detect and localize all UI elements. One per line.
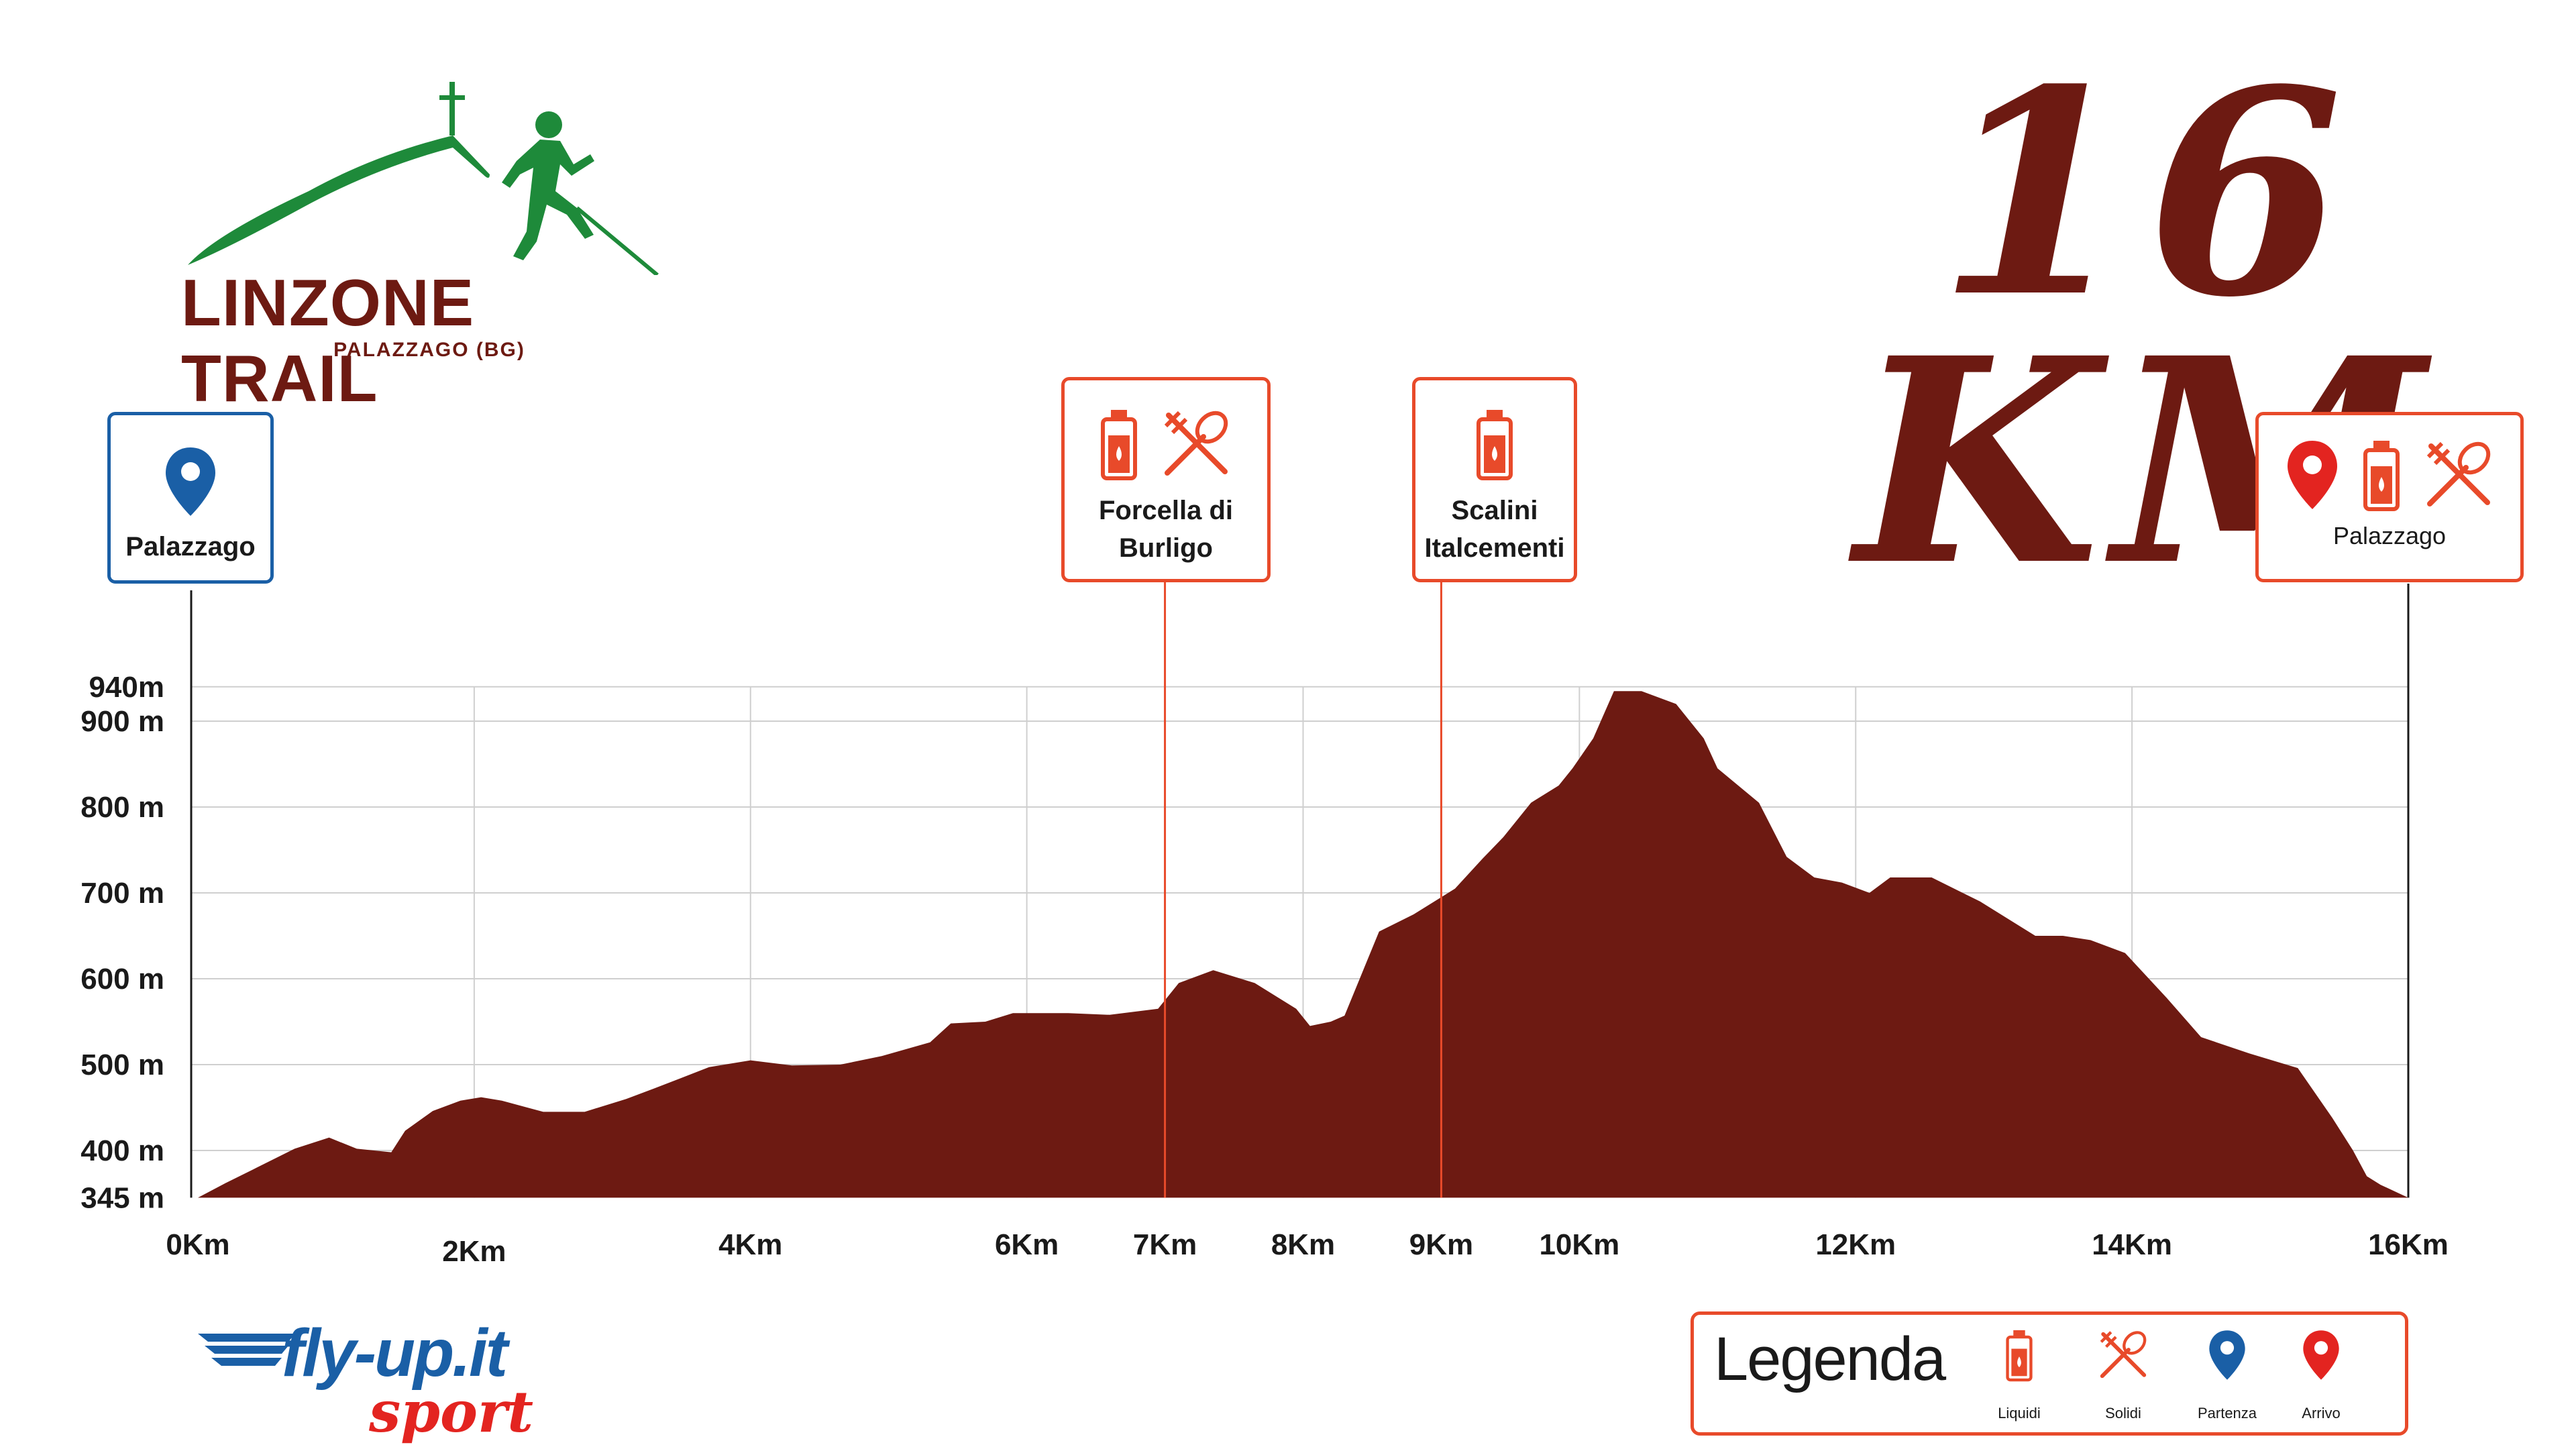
liquids-icon	[2006, 1330, 2033, 1382]
y-tick-label: 900 m	[80, 705, 164, 738]
x-tick-label: 10Km	[1539, 1228, 1619, 1261]
legend-label-liquids: Liquidi	[1998, 1405, 2041, 1421]
y-tick-label: 345 m	[80, 1181, 164, 1214]
x-tick-label: 8Km	[1271, 1228, 1335, 1261]
start-pin-icon	[166, 447, 215, 516]
legend-item-start: Partenza	[2184, 1328, 2271, 1432]
x-tick-label: 14Km	[2092, 1228, 2172, 1261]
y-tick-label: 400 m	[80, 1134, 164, 1167]
legend-label-finish: Arrivo	[2302, 1405, 2341, 1421]
solids-icon	[1164, 411, 1228, 476]
start-pin-icon	[2209, 1330, 2245, 1380]
scalini-marker-box: Scalini Italcementi	[1412, 377, 1577, 582]
scalini-marker-label-2: Italcementi	[1424, 533, 1565, 563]
event-logo: LINZONE TRAIL PALAZZAGO (BG)	[174, 74, 684, 415]
forcella-marker-label-1: Forcella di	[1098, 496, 1234, 525]
y-tick-label: 500 m	[80, 1049, 164, 1081]
elevation-area	[198, 691, 2408, 1198]
legend-item-liquids: Liquidi	[1976, 1328, 2063, 1432]
x-tick-label: 9Km	[1409, 1228, 1473, 1261]
logo-title: LINZONE TRAIL	[181, 266, 475, 415]
forcella-marker-label-2: Burligo	[1119, 533, 1213, 563]
y-tick-label: 600 m	[80, 963, 164, 996]
solids-icon	[2100, 1331, 2147, 1379]
legend: Legenda Liquidi Solidi Partenza	[1690, 1311, 2408, 1436]
sponsor-tagline: sport	[369, 1379, 534, 1445]
wing-icon	[198, 1334, 295, 1366]
finish-pin-icon	[2288, 441, 2337, 509]
x-tick-label: 2Km	[442, 1235, 506, 1268]
x-tick-label: 16Km	[2368, 1228, 2449, 1261]
sponsor-name: fly-up.it	[282, 1316, 508, 1391]
start-marker-box: Palazzago	[107, 412, 274, 584]
finish-marker-label: Palazzago	[2332, 522, 2447, 549]
liquids-icon	[2363, 441, 2400, 511]
finish-marker-box: Palazzago	[2255, 412, 2524, 582]
legend-title: Legenda	[1714, 1325, 1946, 1393]
legend-label-solids: Solidi	[2105, 1405, 2141, 1421]
forcella-marker-box: Forcella di Burligo	[1061, 377, 1271, 582]
legend-item-solids: Solidi	[2080, 1328, 2167, 1432]
mountain-runner-logo-icon	[188, 82, 659, 277]
x-tick-label: 12Km	[1815, 1228, 1896, 1261]
legend-label-start: Partenza	[2197, 1405, 2257, 1421]
sponsor-logo: fly-up.it sport	[195, 1315, 543, 1449]
legend-item-finish: Arrivo	[2277, 1328, 2365, 1432]
logo-subtitle: PALAZZAGO (BG)	[333, 339, 525, 361]
x-tick-label: 4Km	[718, 1228, 782, 1261]
scalini-marker-label-1: Scalini	[1451, 496, 1538, 525]
y-tick-label: 800 m	[80, 791, 164, 824]
y-tick-label: 700 m	[80, 877, 164, 910]
start-marker-label: Palazzago	[125, 532, 256, 561]
x-tick-label: 7Km	[1133, 1228, 1197, 1261]
y-tick-label: 940m	[89, 671, 164, 704]
solids-icon	[2426, 441, 2491, 506]
x-tick-label: 0Km	[166, 1228, 229, 1261]
finish-pin-icon	[2303, 1330, 2339, 1380]
liquids-icon	[1101, 410, 1137, 480]
liquids-icon	[1477, 410, 1513, 480]
x-tick-label: 6Km	[995, 1228, 1059, 1261]
